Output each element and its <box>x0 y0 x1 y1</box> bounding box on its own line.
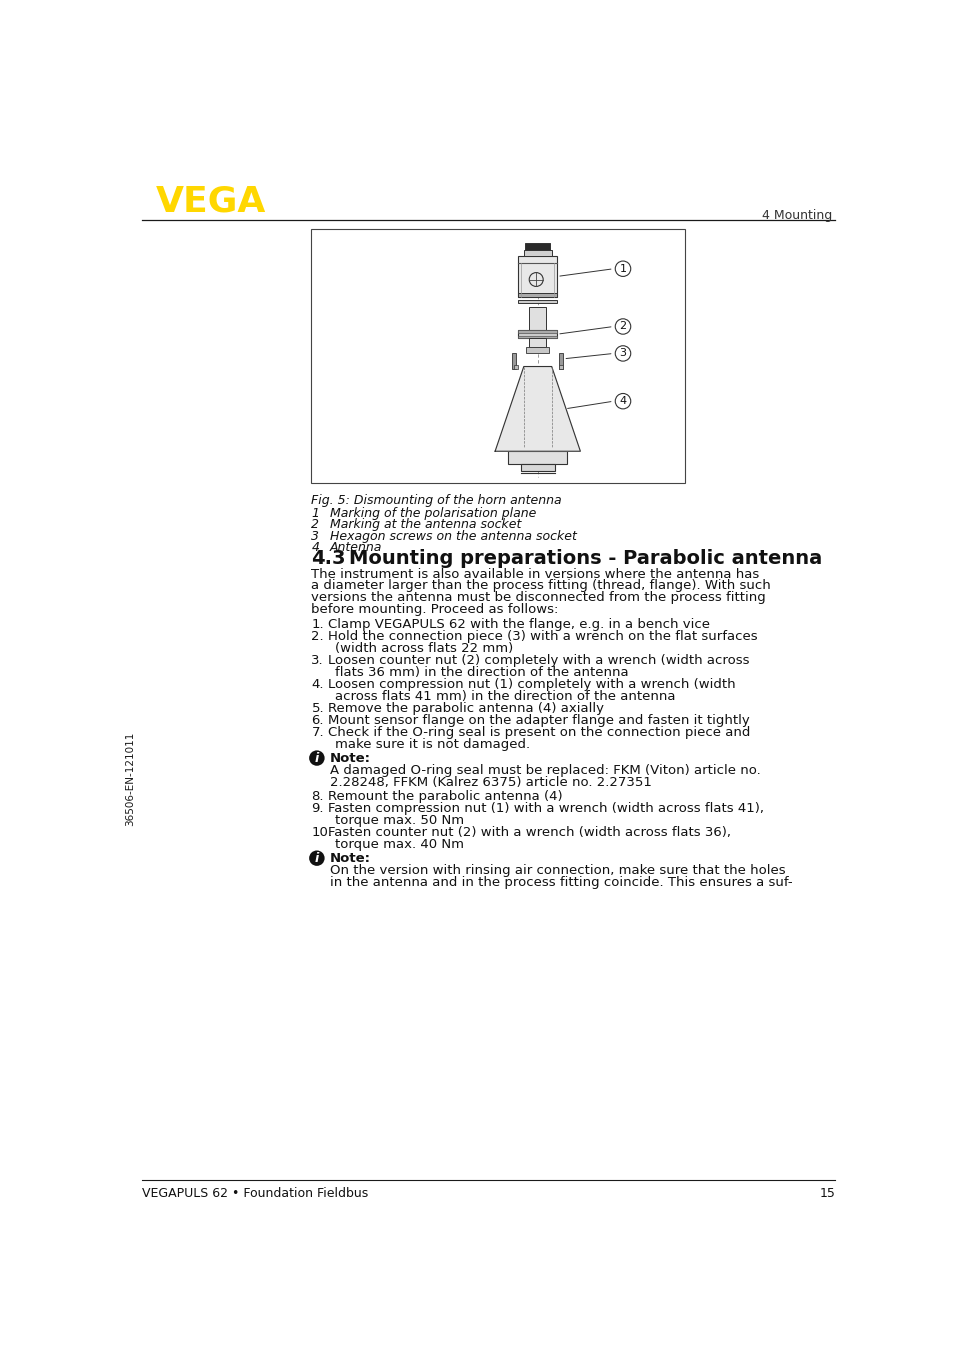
Text: 36506-EN-121011: 36506-EN-121011 <box>125 731 135 826</box>
Bar <box>517 330 557 338</box>
Text: Check if the O-ring seal is present on the connection piece and: Check if the O-ring seal is present on t… <box>328 726 750 739</box>
Text: 4: 4 <box>311 542 319 554</box>
Circle shape <box>309 850 324 865</box>
Text: The instrument is also available in versions where the antenna has: The instrument is also available in vers… <box>311 567 759 581</box>
Text: 2: 2 <box>311 519 319 531</box>
Text: Fasten counter nut (2) with a wrench (width across flats 36),: Fasten counter nut (2) with a wrench (wi… <box>328 826 731 839</box>
Text: Marking of the polarisation plane: Marking of the polarisation plane <box>330 506 536 520</box>
Text: 2.: 2. <box>311 630 324 643</box>
Bar <box>523 250 551 256</box>
Text: a diameter larger than the process fitting (thread, flange). With such: a diameter larger than the process fitti… <box>311 580 770 593</box>
Text: 10.: 10. <box>311 826 332 839</box>
Text: 4.3: 4.3 <box>311 548 346 569</box>
Bar <box>517 330 557 333</box>
Bar <box>508 451 567 463</box>
Bar <box>520 463 555 471</box>
Text: VEGAPULS 62 • Foundation Fieldbus: VEGAPULS 62 • Foundation Fieldbus <box>142 1186 369 1200</box>
Text: VEGA: VEGA <box>155 184 266 218</box>
Text: 4.: 4. <box>311 678 324 691</box>
Text: 4: 4 <box>618 397 626 406</box>
Circle shape <box>615 261 630 276</box>
Text: 9.: 9. <box>311 802 324 815</box>
Text: 1.: 1. <box>311 619 324 631</box>
Bar <box>513 366 517 368</box>
Bar <box>517 336 557 338</box>
Bar <box>529 338 546 347</box>
Text: across flats 41 mm) in the direction of the antenna: across flats 41 mm) in the direction of … <box>335 691 675 703</box>
Circle shape <box>615 318 630 334</box>
Bar <box>517 256 557 298</box>
Text: versions the antenna must be disconnected from the process fitting: versions the antenna must be disconnecte… <box>311 592 765 604</box>
Bar <box>525 244 550 250</box>
Bar <box>311 229 684 483</box>
Text: Hold the connection piece (3) with a wrench on the flat surfaces: Hold the connection piece (3) with a wre… <box>328 630 758 643</box>
Text: On the version with rinsing air connection, make sure that the holes: On the version with rinsing air connecti… <box>330 864 785 877</box>
Text: torque max. 40 Nm: torque max. 40 Nm <box>335 838 463 850</box>
Text: 2.28248, FFKM (Kalrez 6375) article no. 2.27351: 2.28248, FFKM (Kalrez 6375) article no. … <box>330 776 651 789</box>
Text: Remove the parabolic antenna (4) axially: Remove the parabolic antenna (4) axially <box>328 701 604 715</box>
Text: 1: 1 <box>311 506 319 520</box>
Text: Mounting preparations - Parabolic antenna: Mounting preparations - Parabolic antenn… <box>348 548 821 569</box>
Text: before mounting. Proceed as follows:: before mounting. Proceed as follows: <box>311 604 558 616</box>
Text: Hexagon screws on the antenna socket: Hexagon screws on the antenna socket <box>330 529 577 543</box>
Text: Remount the parabolic antenna (4): Remount the parabolic antenna (4) <box>328 789 562 803</box>
Circle shape <box>615 394 630 409</box>
Text: Fasten compression nut (1) with a wrench (width across flats 41),: Fasten compression nut (1) with a wrench… <box>328 802 763 815</box>
Text: Clamp VEGAPULS 62 with the flange, e.g. in a bench vice: Clamp VEGAPULS 62 with the flange, e.g. … <box>328 619 710 631</box>
Text: Antenna: Antenna <box>330 542 382 554</box>
Text: Loosen counter nut (2) completely with a wrench (width across: Loosen counter nut (2) completely with a… <box>328 654 749 668</box>
Text: (width across flats 22 mm): (width across flats 22 mm) <box>335 642 513 655</box>
Text: 1: 1 <box>618 264 626 274</box>
Bar <box>512 353 516 368</box>
Bar <box>558 366 562 368</box>
Text: 4 Mounting: 4 Mounting <box>761 209 831 222</box>
Text: A damaged O-ring seal must be replaced: FKM (Viton) article no.: A damaged O-ring seal must be replaced: … <box>330 764 760 777</box>
Circle shape <box>529 272 542 287</box>
Bar <box>517 299 557 303</box>
Bar <box>517 294 557 298</box>
Bar <box>558 353 562 368</box>
Text: flats 36 mm) in the direction of the antenna: flats 36 mm) in the direction of the ant… <box>335 666 628 680</box>
Text: Fig. 5: Dismounting of the horn antenna: Fig. 5: Dismounting of the horn antenna <box>311 494 561 506</box>
Text: in the antenna and in the process fitting coincide. This ensures a suf-: in the antenna and in the process fittin… <box>330 876 792 888</box>
Text: 5.: 5. <box>311 701 324 715</box>
Text: Note:: Note: <box>330 852 371 865</box>
Circle shape <box>615 345 630 362</box>
Text: torque max. 50 Nm: torque max. 50 Nm <box>335 814 463 827</box>
Text: 3.: 3. <box>311 654 324 668</box>
Text: Note:: Note: <box>330 751 371 765</box>
Circle shape <box>309 750 324 766</box>
Text: 2: 2 <box>618 321 626 332</box>
Text: Loosen compression nut (1) completely with a wrench (width: Loosen compression nut (1) completely wi… <box>328 678 736 691</box>
Text: Mount sensor flange on the adapter flange and fasten it tightly: Mount sensor flange on the adapter flang… <box>328 714 749 727</box>
Text: make sure it is not damaged.: make sure it is not damaged. <box>335 738 529 750</box>
Text: Marking at the antenna socket: Marking at the antenna socket <box>330 519 521 531</box>
Text: 6.: 6. <box>311 714 324 727</box>
Bar <box>529 307 546 336</box>
Polygon shape <box>495 367 579 451</box>
Bar <box>525 347 549 353</box>
Text: i: i <box>314 751 318 765</box>
Text: 7.: 7. <box>311 726 324 739</box>
Text: 8.: 8. <box>311 789 324 803</box>
Text: 3: 3 <box>311 529 319 543</box>
Text: 15: 15 <box>819 1186 835 1200</box>
Text: i: i <box>314 852 318 865</box>
Text: 3: 3 <box>618 348 626 359</box>
